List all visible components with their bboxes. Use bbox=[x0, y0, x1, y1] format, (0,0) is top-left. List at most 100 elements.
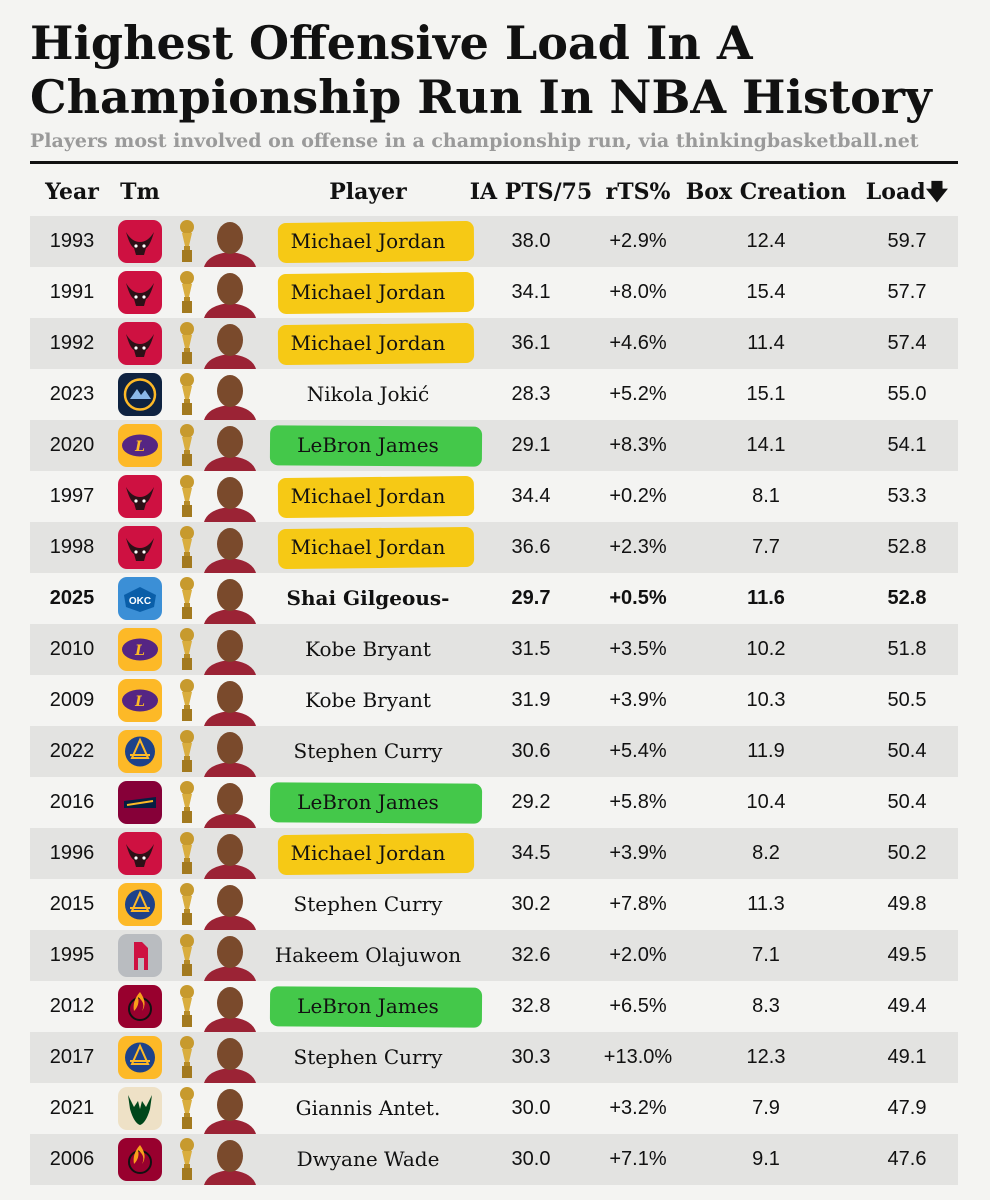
year-cell: 2006 bbox=[49, 1148, 95, 1170]
rts-cell: +2.3% bbox=[609, 536, 667, 558]
svg-text:L: L bbox=[134, 694, 145, 710]
header-load-label: Load bbox=[865, 179, 926, 205]
svg-text:L: L bbox=[134, 439, 145, 455]
rts-cell: +7.8% bbox=[609, 893, 667, 915]
load-cell: 51.8 bbox=[887, 638, 927, 660]
box-creation-cell: 11.6 bbox=[747, 587, 785, 609]
box-creation-cell: 10.2 bbox=[746, 638, 786, 660]
trophy-icon bbox=[178, 322, 196, 366]
ia-pts-cell: 30.0 bbox=[511, 1148, 551, 1170]
bulls-logo-icon bbox=[118, 322, 162, 365]
load-cell: 54.1 bbox=[887, 434, 927, 456]
rts-cell: +13.0% bbox=[603, 1046, 673, 1068]
load-cell: 52.8 bbox=[887, 587, 927, 609]
player-headshot bbox=[198, 420, 262, 471]
load-cell: 53.3 bbox=[887, 485, 927, 507]
player-name-cell: LeBron James bbox=[297, 994, 439, 1018]
table-row: 2020 L LeBron James 29.1 +8.3% 14.1 54.1 bbox=[30, 420, 958, 471]
cavaliers-logo-icon bbox=[118, 781, 162, 824]
table-row: 2012 LeBron James 32.8 +6.5% 8.3 49.4 bbox=[30, 981, 958, 1032]
rockets-logo-icon bbox=[118, 934, 162, 977]
header-team: Tm bbox=[120, 179, 160, 205]
ia-pts-cell: 36.6 bbox=[511, 536, 551, 558]
trophy-icon bbox=[178, 934, 196, 978]
year-cell: 1993 bbox=[49, 230, 95, 252]
ia-pts-cell: 34.4 bbox=[511, 485, 551, 507]
rts-cell: +4.6% bbox=[609, 332, 667, 354]
rts-cell: +0.2% bbox=[609, 485, 667, 507]
player-headshot bbox=[198, 777, 262, 828]
sort-down-arrow-icon: 🡇 bbox=[925, 179, 949, 205]
rts-cell: +3.5% bbox=[609, 638, 667, 660]
trophy-icon bbox=[178, 1087, 196, 1131]
header-rts: rTS% bbox=[605, 179, 671, 205]
table-row: 2015 Stephen Curry 30.2 +7.8% 11.3 49.8 bbox=[30, 879, 958, 930]
svg-text:OKC: OKC bbox=[129, 596, 151, 607]
player-headshot bbox=[198, 1032, 262, 1083]
ia-pts-cell: 30.0 bbox=[511, 1097, 551, 1119]
year-cell: 2016 bbox=[49, 791, 95, 813]
year-cell: 2021 bbox=[49, 1097, 95, 1119]
table-body: 1993 Michael Jordan 38.0 +2.9% 12.4 59.7 1991 M… bbox=[30, 216, 958, 1185]
player-headshot bbox=[198, 267, 262, 318]
rts-cell: +3.2% bbox=[609, 1097, 667, 1119]
trophy-icon bbox=[178, 628, 196, 672]
player-name-cell: Michael Jordan bbox=[290, 841, 446, 865]
thunder-logo-icon: OKC bbox=[118, 577, 162, 620]
rts-cell: +6.5% bbox=[609, 995, 667, 1017]
box-creation-cell: 10.4 bbox=[746, 791, 786, 813]
table-row: 1993 Michael Jordan 38.0 +2.9% 12.4 59.7 bbox=[30, 216, 958, 267]
box-creation-cell: 15.1 bbox=[746, 383, 786, 405]
year-cell: 1996 bbox=[49, 842, 95, 864]
header-box-creation: Box Creation bbox=[685, 179, 847, 205]
table-row: 2025 OKC Shai Gilgeous-Alex. 29.7 +0.5% 11.6 5… bbox=[30, 573, 958, 661]
box-creation-cell: 15.4 bbox=[746, 281, 786, 303]
year-cell: 1992 bbox=[49, 332, 95, 354]
rts-cell: +5.4% bbox=[609, 740, 667, 762]
ia-pts-cell: 32.8 bbox=[511, 995, 551, 1017]
trophy-icon bbox=[178, 985, 196, 1029]
load-cell: 49.1 bbox=[887, 1046, 927, 1068]
lakers-logo-icon: L bbox=[118, 679, 162, 722]
player-headshot bbox=[198, 828, 262, 879]
player-headshot bbox=[198, 879, 262, 930]
load-cell: 52.8 bbox=[887, 536, 927, 558]
player-name-cell: Giannis Antet. bbox=[295, 1096, 441, 1120]
trophy-icon bbox=[178, 271, 196, 315]
year-cell: 2023 bbox=[49, 383, 95, 405]
box-creation-cell: 8.2 bbox=[752, 842, 780, 864]
player-name-cell: Hakeem Olajuwon bbox=[274, 943, 462, 967]
ia-pts-cell: 29.2 bbox=[511, 791, 551, 813]
year-cell: 2022 bbox=[49, 740, 95, 762]
trophy-icon bbox=[178, 526, 196, 570]
load-cell: 57.7 bbox=[887, 281, 927, 303]
load-cell: 50.2 bbox=[887, 842, 927, 864]
trophy-icon bbox=[178, 1036, 196, 1080]
trophy-icon bbox=[178, 730, 196, 774]
year-cell: 1997 bbox=[49, 485, 95, 507]
player-name-cell: Kobe Bryant bbox=[305, 637, 431, 661]
trophy-icon bbox=[178, 832, 196, 876]
box-creation-cell: 7.1 bbox=[752, 944, 780, 966]
player-name-cell: Stephen Curry bbox=[293, 892, 443, 916]
player-headshot bbox=[198, 675, 262, 726]
player-headshot bbox=[198, 216, 262, 267]
warriors-logo-icon bbox=[118, 1036, 162, 1079]
year-cell: 2010 bbox=[49, 638, 95, 660]
bucks-logo-icon bbox=[118, 1087, 162, 1130]
table-row: 2010 L Kobe Bryant 31.5 +3.5% 10.2 51.8 bbox=[30, 624, 958, 675]
player-name-cell: Michael Jordan bbox=[290, 229, 446, 253]
bulls-logo-icon bbox=[118, 220, 162, 263]
box-creation-cell: 8.1 bbox=[752, 485, 780, 507]
year-cell: 1991 bbox=[49, 281, 95, 303]
load-cell: 50.5 bbox=[887, 689, 927, 711]
table-row: 2023 Nikola Jokić 28.3 +5.2% 15.1 55.0 bbox=[30, 369, 958, 420]
load-cell: 49.4 bbox=[887, 995, 927, 1017]
player-name-cell: Shai Gilgeous-Alex. bbox=[286, 586, 450, 661]
box-creation-cell: 11.4 bbox=[747, 332, 785, 354]
player-name-cell: Michael Jordan bbox=[290, 484, 446, 508]
table-row: 2021 Giannis Antet. 30.0 +3.2% 7.9 47.9 bbox=[30, 1083, 958, 1134]
rts-cell: +2.9% bbox=[609, 230, 667, 252]
player-name-cell: Michael Jordan bbox=[290, 280, 446, 304]
table-row: 2009 L Kobe Bryant 31.9 +3.9% 10.3 50.5 bbox=[30, 675, 958, 726]
